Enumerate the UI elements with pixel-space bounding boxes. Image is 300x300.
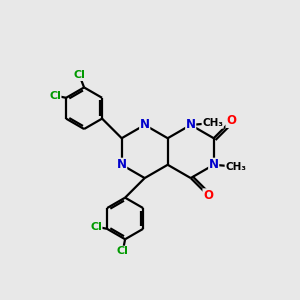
Text: N: N	[186, 118, 196, 131]
Text: CH₃: CH₃	[225, 162, 246, 172]
Text: O: O	[203, 189, 213, 202]
Text: Cl: Cl	[49, 91, 61, 100]
Text: CH₃: CH₃	[202, 118, 223, 128]
Text: O: O	[226, 114, 236, 128]
Text: Cl: Cl	[74, 70, 86, 80]
Text: N: N	[209, 158, 219, 171]
Text: N: N	[117, 158, 127, 171]
Text: Cl: Cl	[117, 246, 129, 256]
Text: Cl: Cl	[90, 221, 102, 232]
Text: N: N	[140, 118, 150, 131]
